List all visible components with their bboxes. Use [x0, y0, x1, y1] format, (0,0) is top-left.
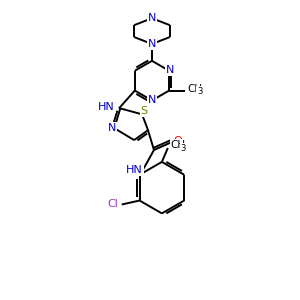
Text: CH: CH: [187, 84, 202, 94]
Text: N: N: [108, 123, 116, 133]
Text: O: O: [173, 136, 182, 146]
Text: Cl: Cl: [107, 200, 118, 209]
Text: N: N: [166, 65, 174, 75]
Text: N: N: [148, 39, 156, 49]
Text: S: S: [140, 106, 148, 116]
Text: 3: 3: [197, 87, 202, 96]
Text: 3: 3: [181, 143, 186, 152]
Text: CH: CH: [171, 140, 186, 150]
Text: HN: HN: [126, 165, 143, 175]
Text: N: N: [148, 13, 156, 23]
Text: HN: HN: [98, 102, 115, 112]
Text: N: N: [148, 95, 156, 106]
